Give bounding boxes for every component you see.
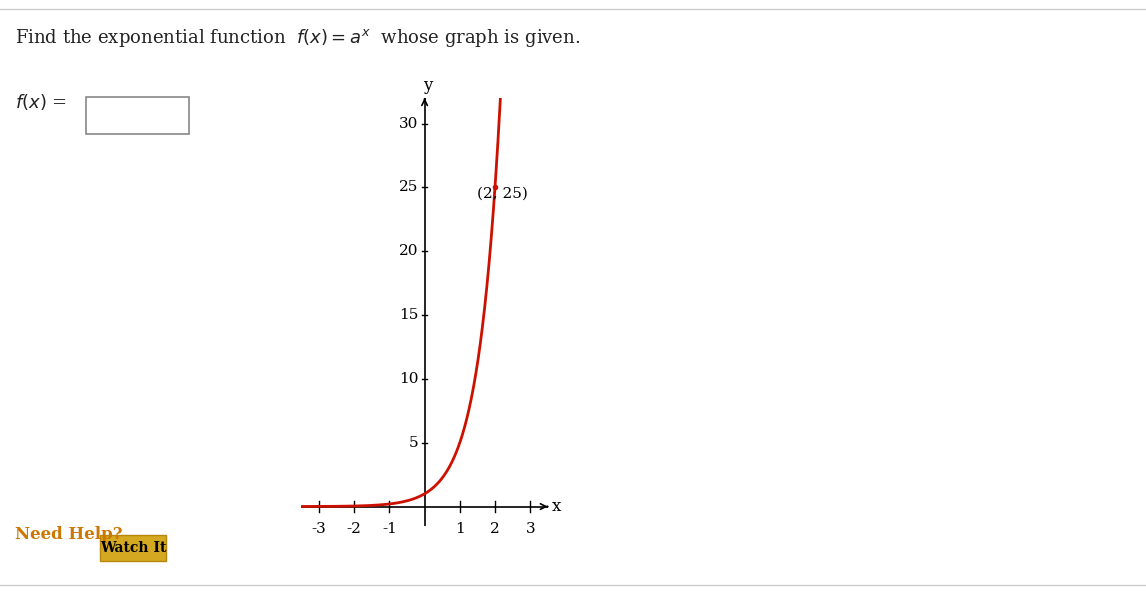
Text: Need Help?: Need Help? — [15, 526, 123, 543]
Text: -1: -1 — [382, 522, 397, 536]
Text: 20: 20 — [399, 244, 418, 258]
Text: -3: -3 — [312, 522, 327, 536]
Text: y: y — [423, 77, 433, 94]
Text: 25: 25 — [399, 181, 418, 194]
Text: 1: 1 — [455, 522, 464, 536]
Text: x: x — [552, 498, 562, 515]
Text: -2: -2 — [347, 522, 362, 536]
Text: (2, 25): (2, 25) — [478, 187, 528, 201]
Text: 3: 3 — [525, 522, 535, 536]
Text: 10: 10 — [399, 372, 418, 386]
Text: 2: 2 — [490, 522, 500, 536]
Text: $f(x)$ =: $f(x)$ = — [15, 92, 66, 112]
Text: 15: 15 — [399, 308, 418, 322]
Text: 5: 5 — [409, 436, 418, 450]
Text: 30: 30 — [399, 116, 418, 131]
Text: Find the exponential function  $f(x) = a^x$  whose graph is given.: Find the exponential function $f(x) = a^… — [15, 27, 580, 49]
Text: Watch It: Watch It — [100, 541, 166, 555]
